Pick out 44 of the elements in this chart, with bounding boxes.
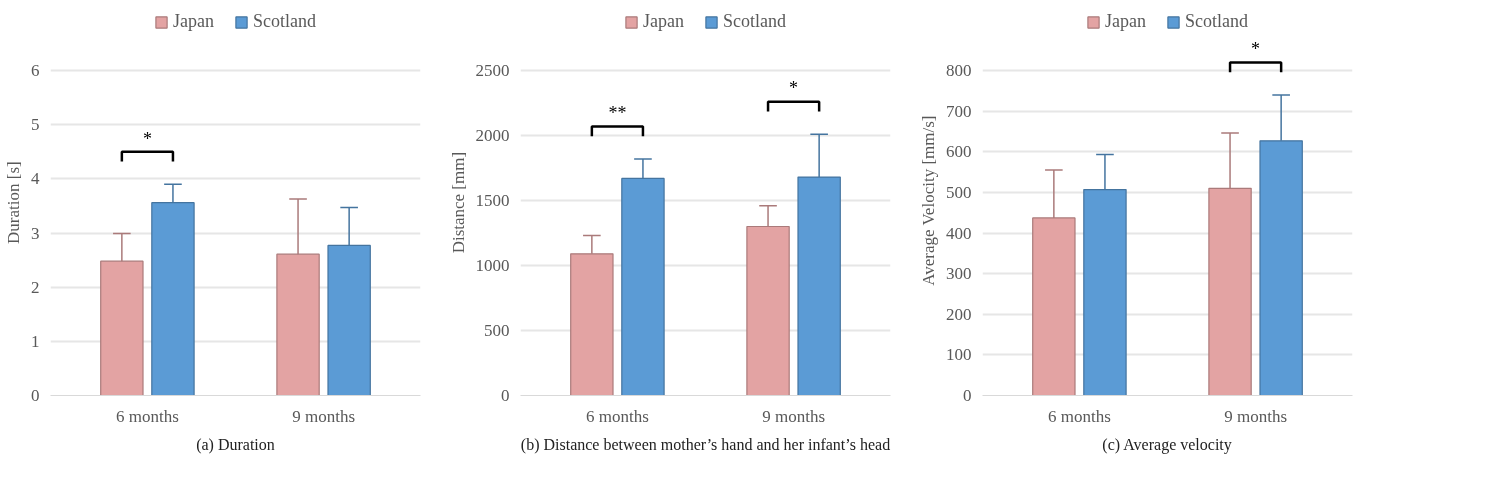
annotation: * xyxy=(142,128,152,149)
y-tick-label: 0 xyxy=(501,386,510,405)
y-tick-label: 3 xyxy=(31,223,40,243)
y-tick-label: 2 xyxy=(31,277,40,297)
y-tick-label: 0 xyxy=(31,386,40,405)
legend-label: Scotland xyxy=(722,11,786,32)
y-tick-label: 1000 xyxy=(475,256,510,275)
y-tick-label: 6 xyxy=(31,61,40,80)
y-tick-label: 1500 xyxy=(475,191,510,210)
text: * xyxy=(1251,39,1261,60)
y-tick-label: 100 xyxy=(946,345,972,365)
y-tick-label: 700 xyxy=(946,101,972,121)
x-tick-label: 9 months xyxy=(762,406,825,426)
legend-label: Japan xyxy=(173,11,214,32)
x-tick-label: 9 months xyxy=(1224,406,1287,426)
text: (c) Average velocity xyxy=(1102,435,1232,454)
y-tick-label: 200 xyxy=(946,304,972,324)
y-tick-label: 0 xyxy=(963,386,972,405)
x-tick-label: 6 months xyxy=(116,406,179,426)
y-tick-label: 400 xyxy=(946,223,972,243)
y-axis-title: Average Velocity [mm/s] xyxy=(919,115,938,286)
legend-label: Japan xyxy=(1105,11,1146,32)
y-tick-label: 300 xyxy=(946,264,972,284)
y-axis-title: Duration [s] xyxy=(4,161,23,244)
y-tick-label: 1 xyxy=(31,331,40,351)
x-tick-label: 9 months xyxy=(292,406,355,426)
annotation: ** xyxy=(608,103,627,124)
legend-label: Japan xyxy=(643,11,684,32)
y-tick-label: 4 xyxy=(31,169,40,189)
annotation: * xyxy=(789,78,799,99)
legend-label: Scotland xyxy=(252,11,316,32)
text: (a) Duration xyxy=(196,435,275,454)
y-tick-label: 2000 xyxy=(475,126,510,145)
y-tick-label: 2500 xyxy=(475,61,510,80)
legend-label: Scotland xyxy=(1184,11,1248,32)
y-tick-label: 500 xyxy=(484,321,510,340)
x-tick-label: 6 months xyxy=(1048,406,1111,426)
text: (b) Distance between mother’s hand and her infant’s head xyxy=(520,435,891,454)
y-tick-label: 800 xyxy=(946,61,972,80)
y-axis-title: Distance [mm] xyxy=(448,151,468,254)
x-tick-label: 6 months xyxy=(586,406,649,426)
y-tick-label: 5 xyxy=(31,115,40,135)
y-tick-label: 500 xyxy=(946,182,972,202)
y-tick-label: 600 xyxy=(946,142,972,162)
